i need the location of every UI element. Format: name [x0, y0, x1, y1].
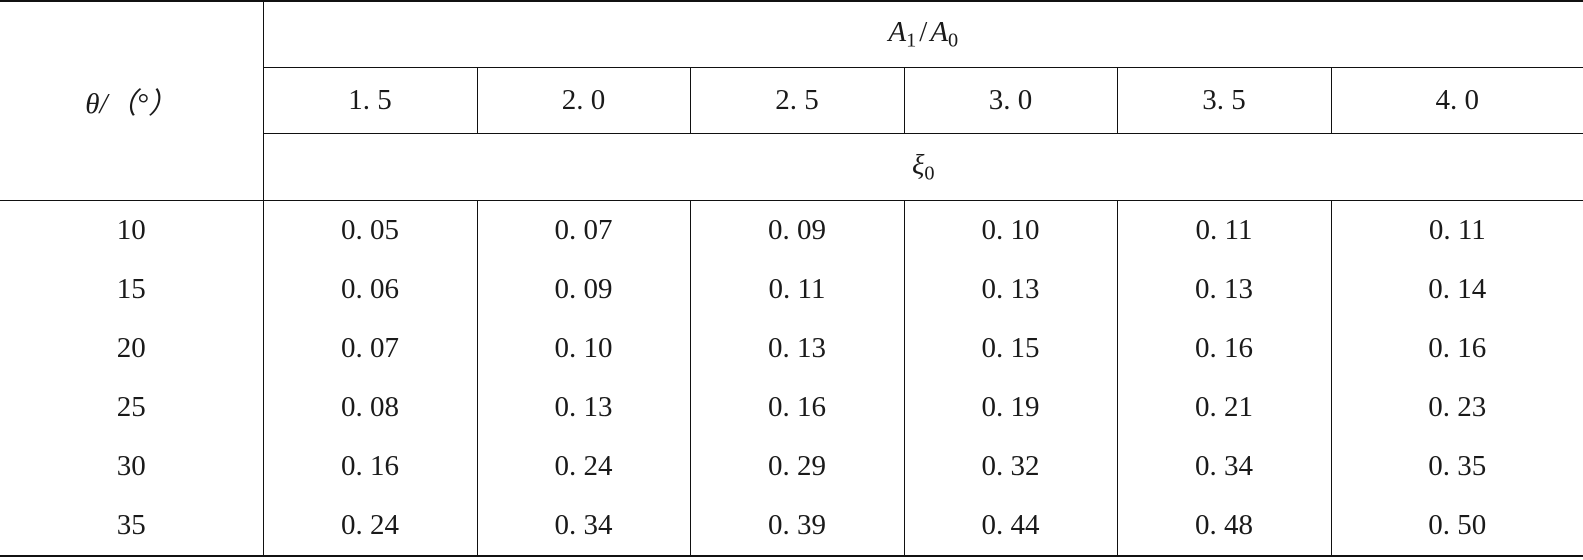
theta-header-label: θ/（°） — [85, 88, 178, 120]
coefficient-cell: 0. 16 — [262, 437, 477, 496]
coefficient-cell: 0. 13 — [476, 378, 690, 437]
coefficient-cell: 0. 06 — [262, 260, 477, 319]
ratio-symbol-a0: A0 — [930, 16, 959, 52]
ratio-header-cell: 3. 0 — [903, 67, 1117, 134]
coefficient-cell: 0. 10 — [903, 200, 1117, 260]
ratio-header-cell: 3. 5 — [1116, 67, 1331, 134]
table-body: 10 0. 05 0. 07 0. 09 0. 10 0. 11 0. 11 15 0. 06 0… — [0, 200, 1583, 557]
coefficient-cell: 0. 23 — [1330, 378, 1583, 437]
coefficient-cell: 0. 07 — [262, 319, 477, 378]
coefficient-cell: 0. 16 — [689, 378, 904, 437]
header-row-coefficient: ξ0 — [0, 133, 1583, 201]
ratio-group-header: A1/A0 — [262, 1, 1583, 68]
coefficient-cell: 0. 44 — [903, 496, 1117, 557]
ratio-header-cell: 4. 0 — [1330, 67, 1583, 134]
theta-cell: 20 — [116, 332, 146, 364]
table-row: 25 0. 08 0. 13 0. 16 0. 19 0. 21 0. 23 — [0, 378, 1583, 437]
coefficient-cell: 0. 39 — [689, 496, 904, 557]
coefficient-cell: 0. 16 — [1330, 319, 1583, 378]
table-row: 35 0. 24 0. 34 0. 39 0. 44 0. 48 0. 50 — [0, 496, 1583, 557]
coefficient-cell: 0. 50 — [1330, 496, 1583, 557]
table-row: 15 0. 06 0. 09 0. 11 0. 13 0. 13 0. 14 — [0, 260, 1583, 319]
coefficient-cell: 0. 10 — [476, 319, 690, 378]
coefficient-cell: 0. 15 — [903, 319, 1117, 378]
coefficient-cell: 0. 24 — [476, 437, 690, 496]
header-row-ratio: θ/（°） A1/A0 — [0, 1, 1583, 201]
header-row-ratios: 1. 5 2. 0 2. 5 3. 0 3. 5 4. 0 — [0, 67, 1583, 134]
coefficient-cell: 0. 13 — [689, 319, 904, 378]
coefficient-cell: 0. 05 — [262, 200, 477, 260]
theta-cell: 10 — [116, 214, 146, 246]
coefficient-cell: 0. 11 — [1330, 200, 1583, 260]
coefficient-cell: 0. 08 — [262, 378, 477, 437]
theta-cell: 15 — [116, 273, 146, 305]
coefficient-cell: 0. 11 — [689, 260, 904, 319]
table-row: 30 0. 16 0. 24 0. 29 0. 32 0. 34 0. 35 — [0, 437, 1583, 496]
coefficient-cell: 0. 29 — [689, 437, 904, 496]
coefficient-cell: 0. 11 — [1116, 200, 1331, 260]
coefficient-cell: 0. 48 — [1116, 496, 1331, 557]
ratio-symbol-a1: A1 — [888, 16, 917, 52]
coefficient-cell: 0. 16 — [1116, 319, 1331, 378]
ratio-header-cell: 1. 5 — [262, 67, 477, 134]
theta-cell: 25 — [116, 391, 146, 423]
table-row: 20 0. 07 0. 10 0. 13 0. 15 0. 16 0. 16 — [0, 319, 1583, 378]
coefficient-cell: 0. 35 — [1330, 437, 1583, 496]
coefficient-cell: 0. 09 — [476, 260, 690, 319]
ratio-header-cell: 2. 5 — [689, 67, 904, 134]
coefficient-cell: 0. 09 — [689, 200, 904, 260]
coefficient-cell: 0. 32 — [903, 437, 1117, 496]
coefficient-cell: 0. 24 — [262, 496, 477, 557]
coefficient-cell: 0. 19 — [903, 378, 1117, 437]
xi-symbol: ξ0 — [912, 148, 935, 185]
theta-cell: 35 — [0, 496, 263, 557]
table-row: 10 0. 05 0. 07 0. 09 0. 10 0. 11 0. 11 — [0, 200, 1583, 260]
coefficient-cell: 0. 34 — [1116, 437, 1331, 496]
ratio-slash: / — [919, 16, 928, 49]
coefficient-cell: 0. 34 — [476, 496, 690, 557]
coefficient-cell: 0. 13 — [1116, 260, 1331, 319]
ratio-header-cell: 2. 0 — [476, 67, 690, 134]
coefficient-cell: 0. 07 — [476, 200, 690, 260]
coefficient-cell: 0. 13 — [903, 260, 1117, 319]
coefficient-cell: 0. 14 — [1330, 260, 1583, 319]
coefficient-cell: 0. 21 — [1116, 378, 1331, 437]
theta-header: θ/（°） — [0, 1, 263, 201]
theta-cell: 30 — [116, 450, 146, 482]
coefficient-header: ξ0 — [262, 133, 1583, 201]
